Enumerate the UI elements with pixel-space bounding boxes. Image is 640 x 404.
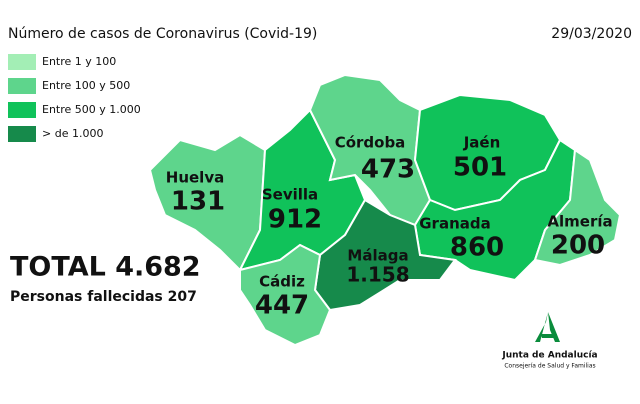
province-value: 1.158 <box>346 263 409 287</box>
province <box>533 148 622 267</box>
deaths: Personas fallecidas 207 <box>10 289 197 305</box>
province-name: Granada <box>419 215 491 233</box>
province-value: 447 <box>255 291 309 321</box>
logo: Junta de Andalucía Consejería de Salud y… <box>501 312 598 370</box>
province-name: Córdoba <box>335 134 406 152</box>
province-value: 860 <box>450 233 504 263</box>
province <box>239 243 332 347</box>
legend-label: Entre 100 y 500 <box>42 79 130 92</box>
total: TOTAL 4.682 <box>10 252 201 283</box>
legend-label: Entre 500 y 1.000 <box>42 103 141 116</box>
province-value: 131 <box>171 187 225 217</box>
logo-name: Junta de Andalucía <box>501 351 597 361</box>
province-name: Huelva <box>166 169 224 187</box>
legend-label: Entre 1 y 100 <box>42 55 116 68</box>
legend-swatch <box>8 78 36 94</box>
province-name: Málaga <box>347 247 408 265</box>
date: 29/03/2020 <box>551 26 632 42</box>
province-value: 912 <box>268 205 322 235</box>
legend-label: > de 1.000 <box>42 127 103 140</box>
legend: Entre 1 y 100 Entre 100 y 500 Entre 500 … <box>8 54 141 142</box>
map: Huelva 131 Sevilla 912 Córdoba 473 Jaén … <box>148 73 622 347</box>
province-name: Jaén <box>463 134 501 152</box>
province-name: Cádiz <box>259 273 305 291</box>
legend-swatch <box>8 126 36 142</box>
legend-swatch <box>8 54 36 70</box>
legend-swatch <box>8 102 36 118</box>
logo-mark <box>535 312 560 342</box>
province-name: Sevilla <box>262 186 318 204</box>
province-name: Almería <box>547 213 612 231</box>
logo-subtitle: Consejería de Salud y Familias <box>504 363 595 370</box>
province-value: 200 <box>551 231 605 261</box>
title: Número de casos de Coronavirus (Covid-19… <box>8 26 317 42</box>
province-value: 501 <box>453 153 507 183</box>
province-value: 473 <box>361 155 415 185</box>
